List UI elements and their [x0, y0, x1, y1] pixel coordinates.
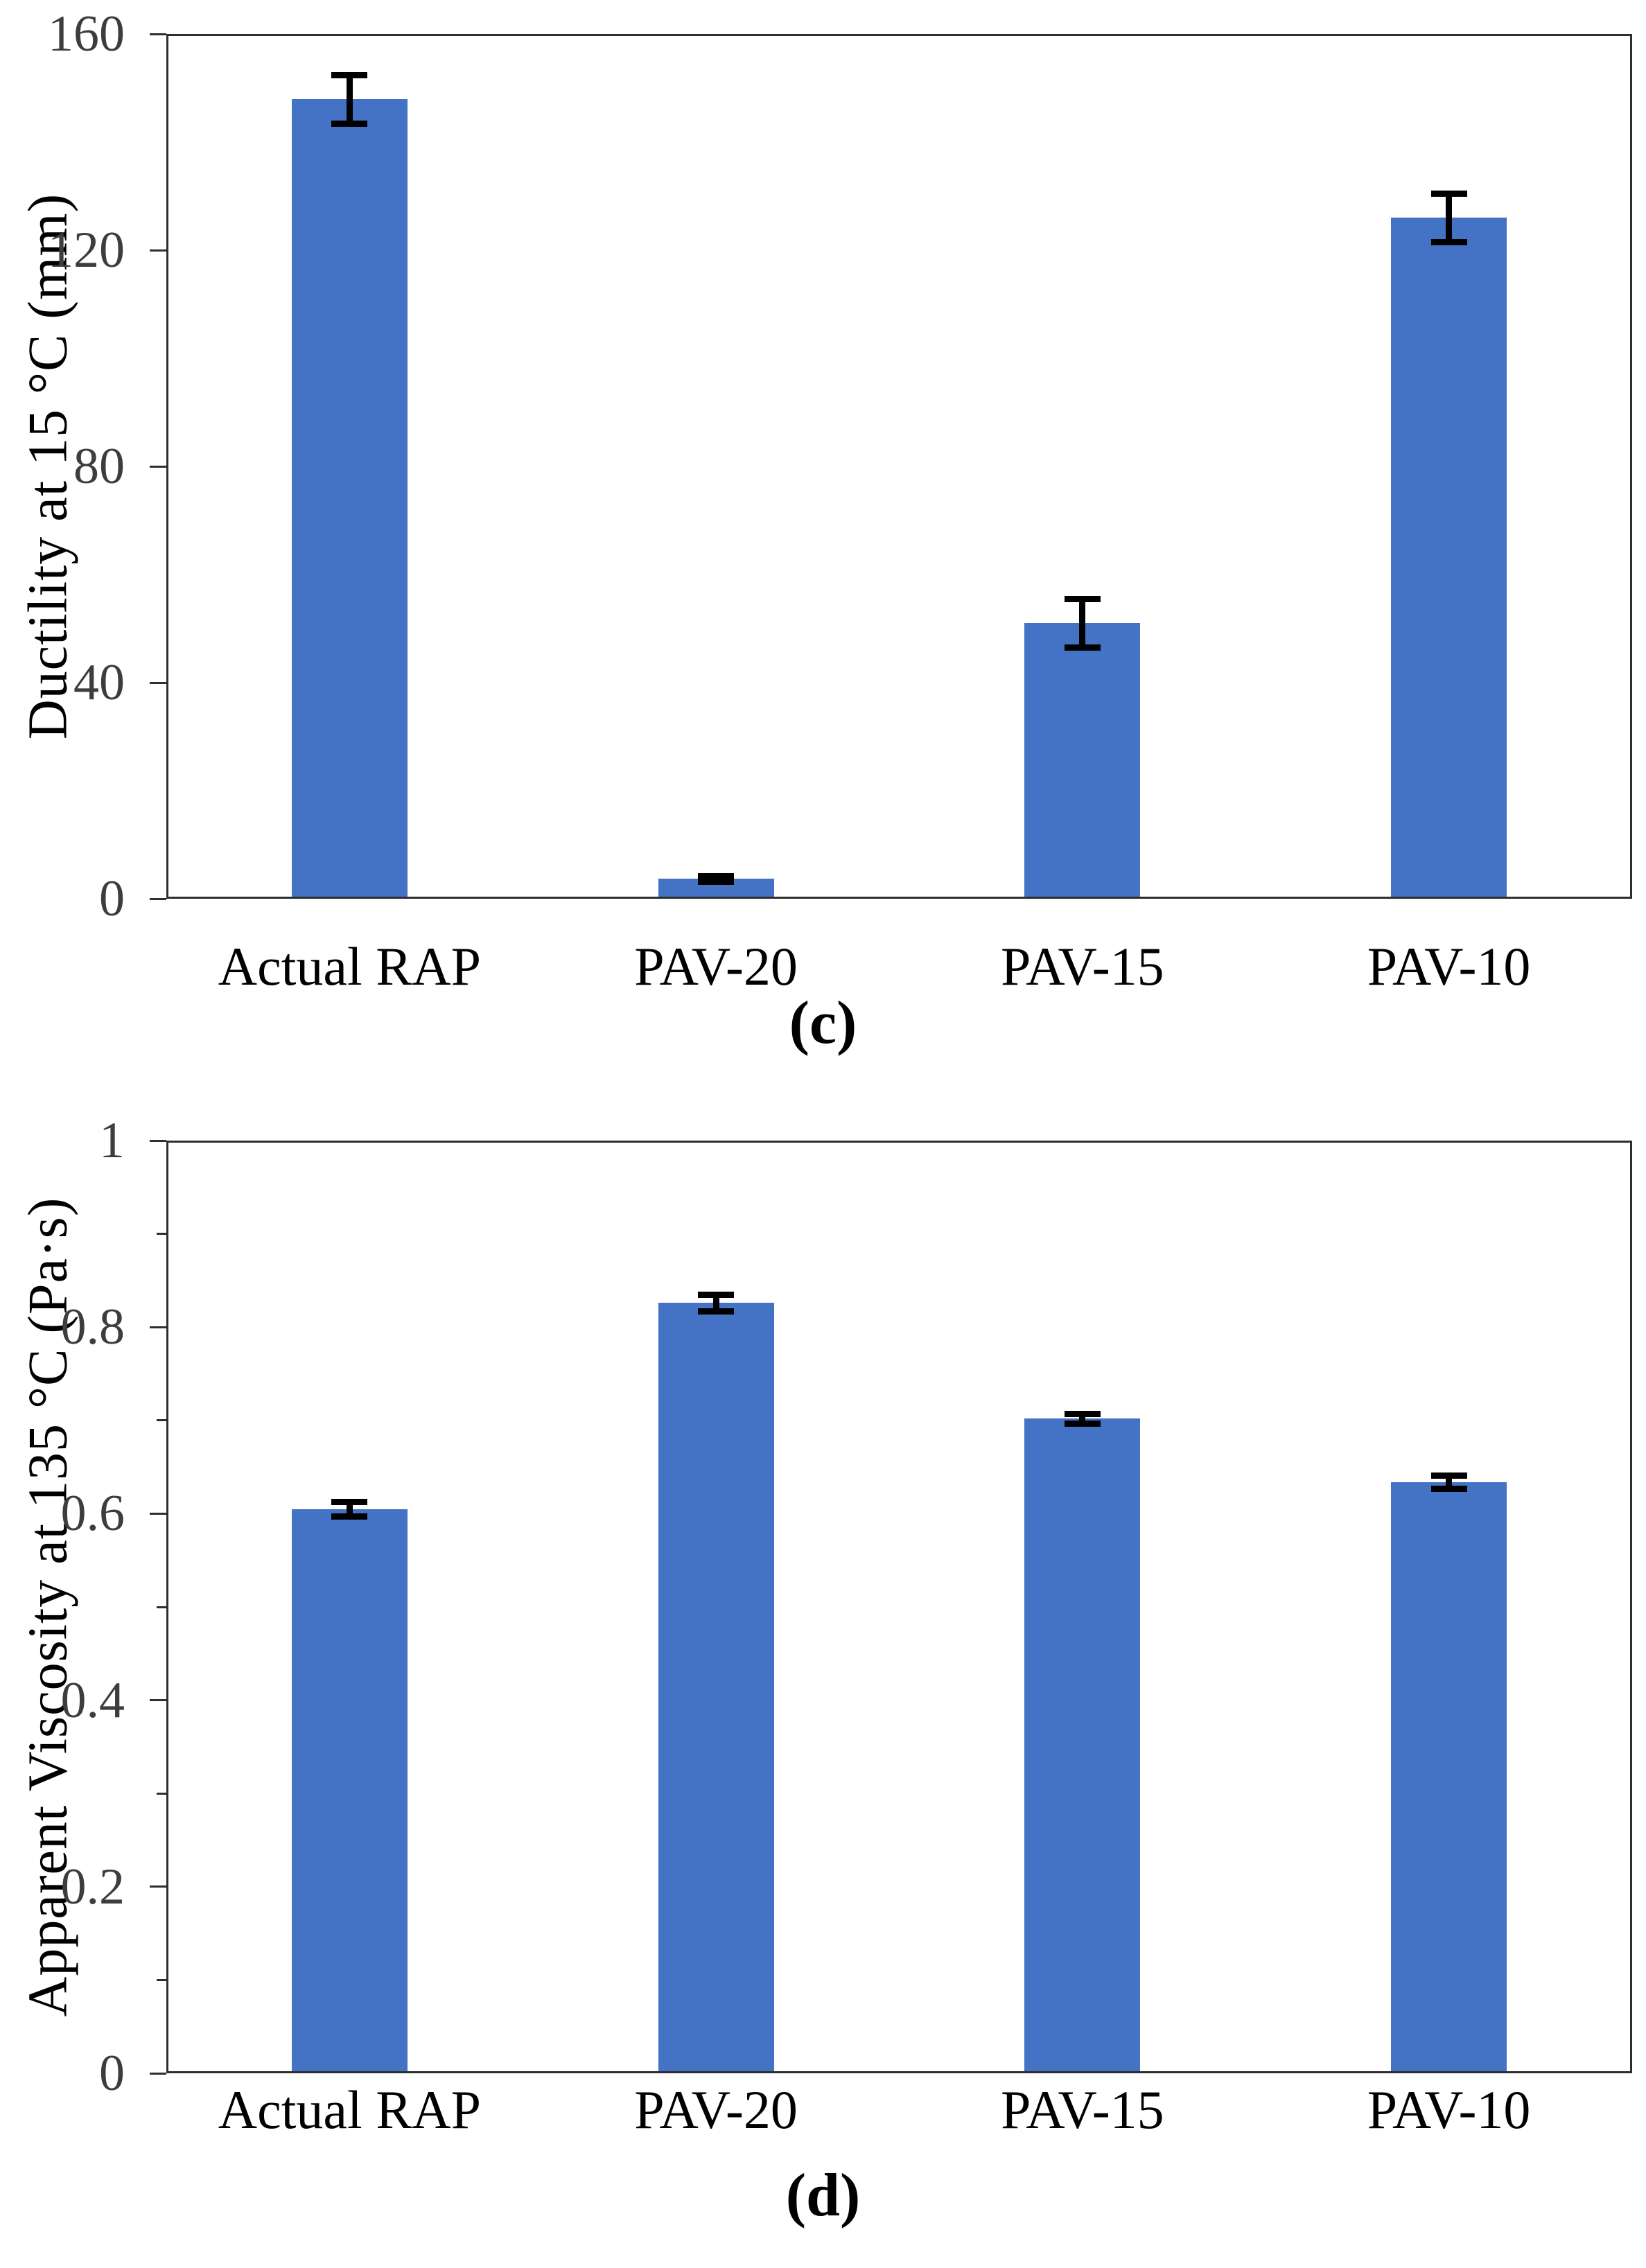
bar-pav-15: [1024, 623, 1141, 897]
error-bar-cap-top: [1064, 596, 1101, 603]
error-bar-cap-bottom: [1064, 644, 1101, 651]
bar-actual-rap: [291, 1509, 408, 2071]
category-label-pav-20: PAV-20: [634, 2080, 798, 2140]
error-bar-cap-top: [331, 1498, 368, 1505]
y-axis-major-tick: [150, 33, 166, 35]
panel-caption-c: (c): [789, 990, 857, 1057]
category-label-actual-rap: Actual RAP: [218, 936, 481, 996]
y-axis-tick-label: 0: [99, 2045, 125, 2102]
error-bar-line: [1446, 1475, 1453, 1489]
y-axis-minor-tick: [157, 1233, 166, 1236]
y-axis-tick-label: 0.4: [60, 1671, 125, 1729]
plot-area-c: [166, 34, 1632, 899]
error-bar-line: [712, 1294, 719, 1312]
y-axis-major-tick: [150, 1885, 166, 1888]
error-bar-cap-bottom: [1430, 239, 1467, 246]
y-axis-tick-label: 0.6: [60, 1485, 125, 1542]
error-bar-cap-top: [698, 1292, 735, 1299]
panel-caption-d: (d): [785, 2162, 861, 2229]
error-bar-cap-bottom: [331, 120, 368, 127]
error-bar-cap-top: [698, 873, 735, 880]
y-axis-minor-tick: [157, 1792, 166, 1795]
error-bar-cap-bottom: [331, 1513, 368, 1520]
y-axis-major-tick: [150, 1326, 166, 1328]
plot-area-d: [166, 1141, 1632, 2073]
bar-pav-15: [1024, 1418, 1141, 2071]
bar-pav-10: [1391, 218, 1507, 897]
y-axis-major-tick: [150, 1139, 166, 1142]
error-bar-cap-top: [1430, 191, 1467, 197]
y-axis-tick-label: 80: [73, 438, 125, 495]
y-axis-tick-label: 160: [48, 6, 125, 62]
error-bar-cap-bottom: [698, 1308, 735, 1315]
error-bar-cap-bottom: [1430, 1486, 1467, 1493]
y-axis-major-tick: [150, 681, 166, 684]
category-label-actual-rap: Actual RAP: [218, 2080, 481, 2140]
y-axis-minor-tick: [157, 1606, 166, 1608]
category-label-pav-20: PAV-20: [634, 936, 798, 996]
category-label-pav-15: PAV-15: [1001, 2080, 1164, 2140]
error-bar-cap-top: [331, 71, 368, 78]
error-bar-line: [346, 1501, 353, 1517]
y-axis-tick-label: 0.8: [60, 1299, 125, 1356]
y-axis-tick-label: 1: [99, 1112, 125, 1169]
error-bar-cap-bottom: [1064, 1420, 1101, 1427]
error-bar-line: [1079, 599, 1086, 648]
y-axis-tick-label: 120: [48, 222, 125, 279]
error-bar-cap-bottom: [698, 879, 735, 886]
y-axis-major-tick: [150, 897, 166, 900]
y-axis-major-tick: [150, 1512, 166, 1515]
y-axis-tick-label: 0: [99, 870, 125, 927]
category-label-pav-10: PAV-10: [1367, 936, 1531, 996]
error-bar-line: [346, 74, 353, 123]
y-axis-major-tick: [150, 2072, 166, 2075]
category-label-pav-15: PAV-15: [1001, 936, 1164, 996]
bar-pav-10: [1391, 1482, 1507, 2071]
y-axis-tick-label: 40: [73, 654, 125, 711]
bar-pav-20: [658, 1303, 774, 2071]
y-axis-major-tick: [150, 465, 166, 468]
error-bar-line: [1079, 1414, 1086, 1423]
error-bar-line: [1446, 193, 1453, 243]
y-axis-minor-tick: [157, 1419, 166, 1422]
y-axis-minor-tick: [157, 1978, 166, 1981]
y-axis-tick-label: 0.2: [60, 1858, 125, 1915]
y-axis-major-tick: [150, 249, 166, 252]
bar-actual-rap: [291, 98, 408, 897]
y-axis-major-tick: [150, 1699, 166, 1702]
category-label-pav-10: PAV-10: [1367, 2080, 1531, 2140]
error-bar-cap-top: [1064, 1411, 1101, 1418]
error-bar-cap-top: [1430, 1473, 1467, 1479]
